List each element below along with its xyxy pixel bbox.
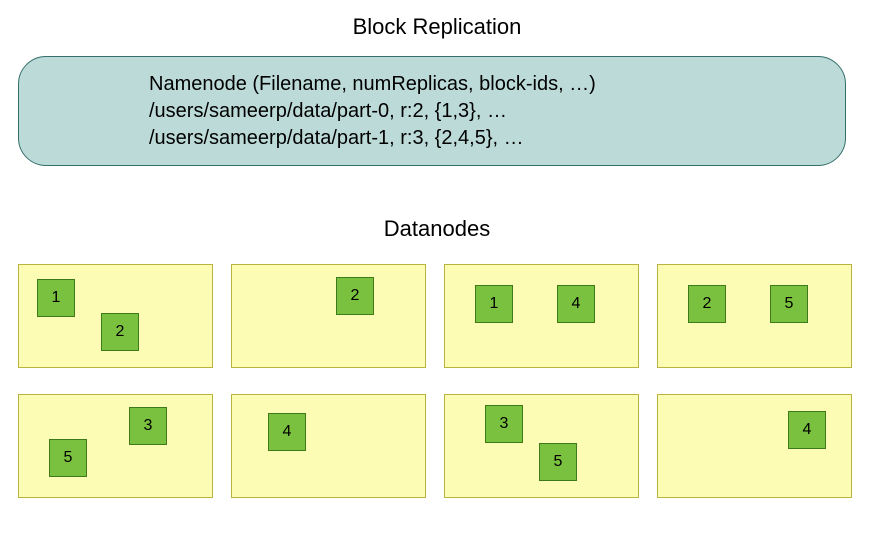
block-1: 1 <box>475 285 513 323</box>
datanode-0: 12 <box>18 264 213 368</box>
block-5: 5 <box>539 443 577 481</box>
diagram-title: Block Replication <box>0 14 874 40</box>
datanode-2: 14 <box>444 264 639 368</box>
block-5: 5 <box>770 285 808 323</box>
datanode-4: 53 <box>18 394 213 498</box>
datanodes-label: Datanodes <box>0 216 874 242</box>
datanode-1: 2 <box>231 264 426 368</box>
namenode-box: Namenode (Filename, numReplicas, block-i… <box>18 56 846 166</box>
namenode-line-2: /users/sameerp/data/part-1, r:3, {2,4,5}… <box>149 125 825 152</box>
block-3: 3 <box>129 407 167 445</box>
block-5: 5 <box>49 439 87 477</box>
datanode-3: 25 <box>657 264 852 368</box>
block-3: 3 <box>485 405 523 443</box>
block-2: 2 <box>101 313 139 351</box>
block-4: 4 <box>788 411 826 449</box>
block-1: 1 <box>37 279 75 317</box>
block-4: 4 <box>557 285 595 323</box>
block-2: 2 <box>688 285 726 323</box>
block-2: 2 <box>336 277 374 315</box>
namenode-line-1: /users/sameerp/data/part-0, r:2, {1,3}, … <box>149 98 825 125</box>
block-4: 4 <box>268 413 306 451</box>
datanode-5: 4 <box>231 394 426 498</box>
datanode-7: 4 <box>657 394 852 498</box>
datanode-6: 35 <box>444 394 639 498</box>
namenode-line-0: Namenode (Filename, numReplicas, block-i… <box>149 71 825 98</box>
